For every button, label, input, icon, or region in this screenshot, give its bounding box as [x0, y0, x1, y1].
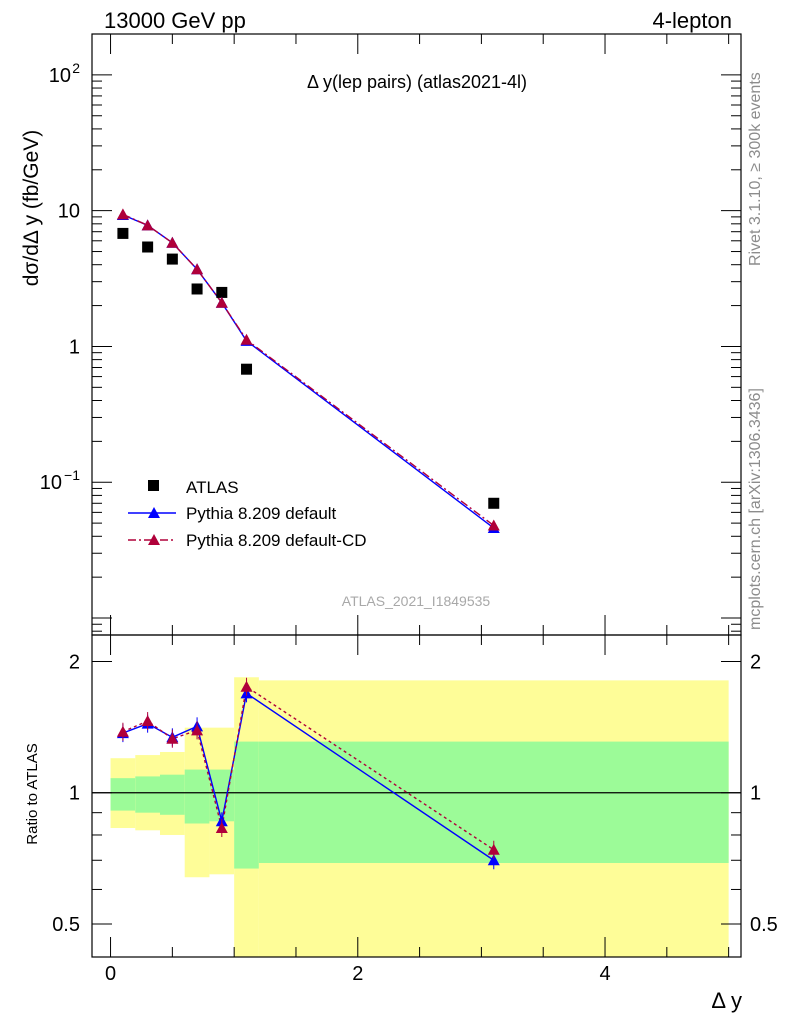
data-point-series-2 [116, 208, 129, 220]
top-x-ticks [110, 34, 730, 635]
data-point-atlas [142, 241, 154, 253]
legend-marker-default-cd [148, 534, 160, 545]
data-point-atlas [488, 497, 500, 509]
ratio-y-ticks: 0.5 0.5 1 1 2 2 [52, 651, 778, 936]
ratio-panel-frame [91, 634, 742, 958]
ratio-series-markers [116, 677, 500, 870]
inner-band-bin [159, 774, 185, 815]
ratio-point-series-1 [240, 680, 253, 692]
header-left: 13000 GeV pp [104, 8, 246, 33]
data-point-atlas [117, 227, 129, 239]
y-tick-label-exponent: 2 [72, 60, 80, 76]
legend-marker-default [148, 507, 160, 518]
ratio-y-tick-label: 1 [69, 783, 80, 805]
data-point-series-2 [141, 219, 154, 231]
y-tick-label-exponent: −1 [64, 467, 80, 483]
data-point-atlas [191, 283, 203, 295]
ratio-point-series-1 [215, 822, 228, 834]
ratio-y-tick-label-right: 1 [750, 783, 761, 805]
ratio-x-tick-label: 0 [105, 963, 116, 985]
legend-label-default-cd: Pythia 8.209 default-CD [186, 531, 367, 550]
inner-band-bin [184, 769, 210, 824]
watermark: ATLAS_2021_I1849535 [342, 593, 491, 609]
y-tick-label: 1 [69, 336, 80, 358]
data-point-atlas [241, 363, 253, 375]
ratio-point-series-1 [141, 715, 154, 727]
y-tick-label: 10 [49, 65, 71, 87]
data-point-atlas [166, 253, 178, 265]
top-plot-title: Δ y(lep pairs) (atlas2021-4l) [307, 72, 527, 92]
top-y-axis-label: dσ/dΔ y (fb/GeV) [20, 130, 43, 287]
data-point-series-2 [166, 236, 179, 248]
ratio-y-tick-label-right: 2 [750, 651, 761, 673]
data-point-series-2 [240, 333, 253, 345]
ratio-x-tick-label: 4 [599, 963, 610, 985]
data-point-series-2 [487, 519, 500, 531]
data-point-atlas [216, 286, 228, 298]
data-point-series-2 [191, 263, 204, 275]
ratio-point-series-1 [191, 724, 204, 736]
legend-label-atlas: ATLAS [186, 478, 239, 497]
y-tick-label: 10 [40, 472, 62, 494]
legend: ATLAS Pythia 8.209 default Pythia 8.209 … [128, 478, 367, 550]
data-point-series-2 [215, 296, 228, 308]
ratio-point-series-0 [487, 854, 500, 866]
ratio-panel: 0.5 0.5 1 1 2 2 0 2 4 Ratio to ATLAS Δ y [24, 634, 778, 1013]
inner-band-bin [234, 741, 259, 869]
x-axis-label: Δ y [711, 988, 742, 1013]
inner-band-bin [110, 778, 136, 811]
series-line-1 [122, 214, 495, 529]
legend-marker-atlas [148, 480, 159, 491]
ratio-y-axis-label: Ratio to ATLAS [24, 743, 41, 844]
top-series-lines [122, 213, 495, 529]
ratio-y-tick-label-right: 0.5 [750, 914, 778, 936]
legend-label-default: Pythia 8.209 default [186, 504, 337, 523]
ratio-x-ticks: 0 2 4 [105, 635, 730, 985]
ratio-point-series-1 [166, 732, 179, 744]
ratio-point-series-1 [487, 843, 500, 855]
header-right: 4-lepton [652, 8, 732, 33]
ratio-y-tick-label: 2 [69, 651, 80, 673]
series-line-2 [122, 213, 495, 527]
top-series-markers [116, 208, 500, 534]
inner-band-bin [135, 776, 160, 813]
y-tick-label: 10 [58, 201, 80, 223]
uncertainty-bands [110, 677, 729, 957]
ratio-point-series-1 [116, 725, 129, 737]
ratio-x-tick-label: 2 [352, 963, 363, 985]
ratio-y-tick-label: 0.5 [52, 914, 80, 936]
